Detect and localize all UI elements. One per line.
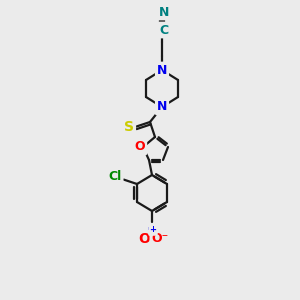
Text: N: N xyxy=(157,100,167,113)
Text: O⁻: O⁻ xyxy=(152,232,169,245)
Text: C: C xyxy=(159,23,169,37)
Text: +: + xyxy=(149,226,157,235)
Text: S: S xyxy=(124,120,134,134)
Text: N: N xyxy=(159,5,169,19)
Text: N: N xyxy=(157,64,167,76)
Text: O: O xyxy=(138,232,150,246)
Text: N: N xyxy=(147,226,157,239)
Text: O: O xyxy=(135,140,145,154)
Text: Cl: Cl xyxy=(108,170,122,184)
